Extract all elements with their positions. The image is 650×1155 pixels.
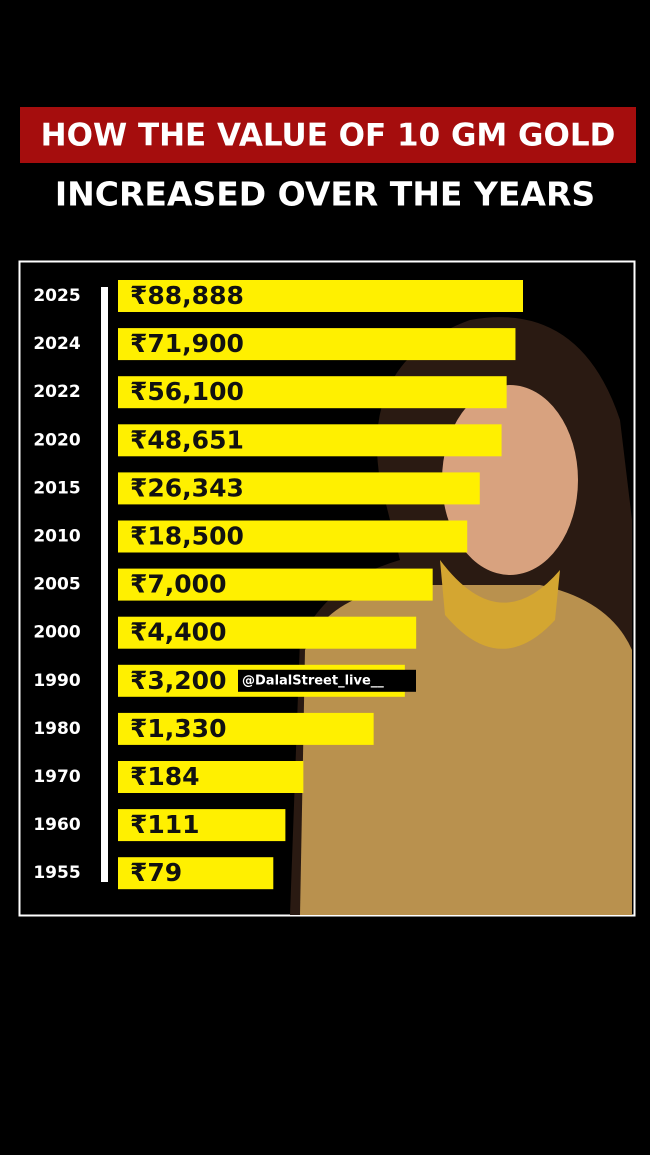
value-label: ₹26,343	[130, 473, 244, 502]
value-label: ₹79	[130, 858, 182, 887]
value-label: ₹184	[130, 762, 200, 791]
bar	[118, 857, 274, 890]
value-label: ₹56,100	[130, 377, 244, 406]
chart-title: HOW THE VALUE OF 10 GM GOLD	[41, 118, 616, 154]
bar	[118, 280, 523, 312]
value-label: ₹71,900	[130, 329, 244, 358]
y-tick-label: 2000	[33, 623, 80, 643]
y-tick-label: 2020	[33, 430, 80, 450]
y-tick-label: 2024	[33, 334, 80, 354]
bar	[118, 809, 286, 842]
y-tick-label: 1980	[33, 719, 80, 739]
y-tick-label: 2005	[33, 575, 80, 595]
value-label: ₹4,400	[130, 618, 226, 647]
bar	[118, 328, 516, 361]
value-label: ₹3,200	[130, 666, 226, 695]
y-tick-label: 2010	[33, 527, 80, 547]
watermark: @DalalStreet_live__	[242, 673, 384, 688]
bar	[118, 616, 417, 649]
value-label: ₹7,000	[130, 570, 226, 599]
y-tick-label: 2022	[33, 382, 80, 402]
y-tick-label: 1990	[33, 671, 80, 691]
bar	[118, 424, 502, 457]
bar	[118, 761, 304, 793]
bar	[118, 520, 468, 553]
bar	[118, 376, 507, 409]
bar	[118, 568, 433, 601]
bar	[118, 712, 374, 745]
axis-bar	[101, 287, 108, 882]
y-tick-label: 2015	[33, 478, 80, 498]
value-label: ₹88,888	[130, 281, 244, 310]
title-banner	[20, 107, 636, 163]
bar	[118, 472, 480, 505]
y-tick-label: 2025	[33, 286, 80, 306]
y-tick-label: 1970	[33, 767, 80, 787]
watermark-bg	[238, 669, 416, 692]
value-label: ₹48,651	[130, 425, 244, 454]
value-label: ₹111	[130, 810, 200, 839]
value-label: ₹18,500	[130, 522, 244, 551]
value-label: ₹1,330	[130, 714, 226, 743]
chart-subtitle: INCREASED OVER THE YEARS	[55, 175, 595, 214]
y-tick-label: 1955	[33, 863, 80, 883]
y-tick-label: 1960	[33, 815, 80, 835]
